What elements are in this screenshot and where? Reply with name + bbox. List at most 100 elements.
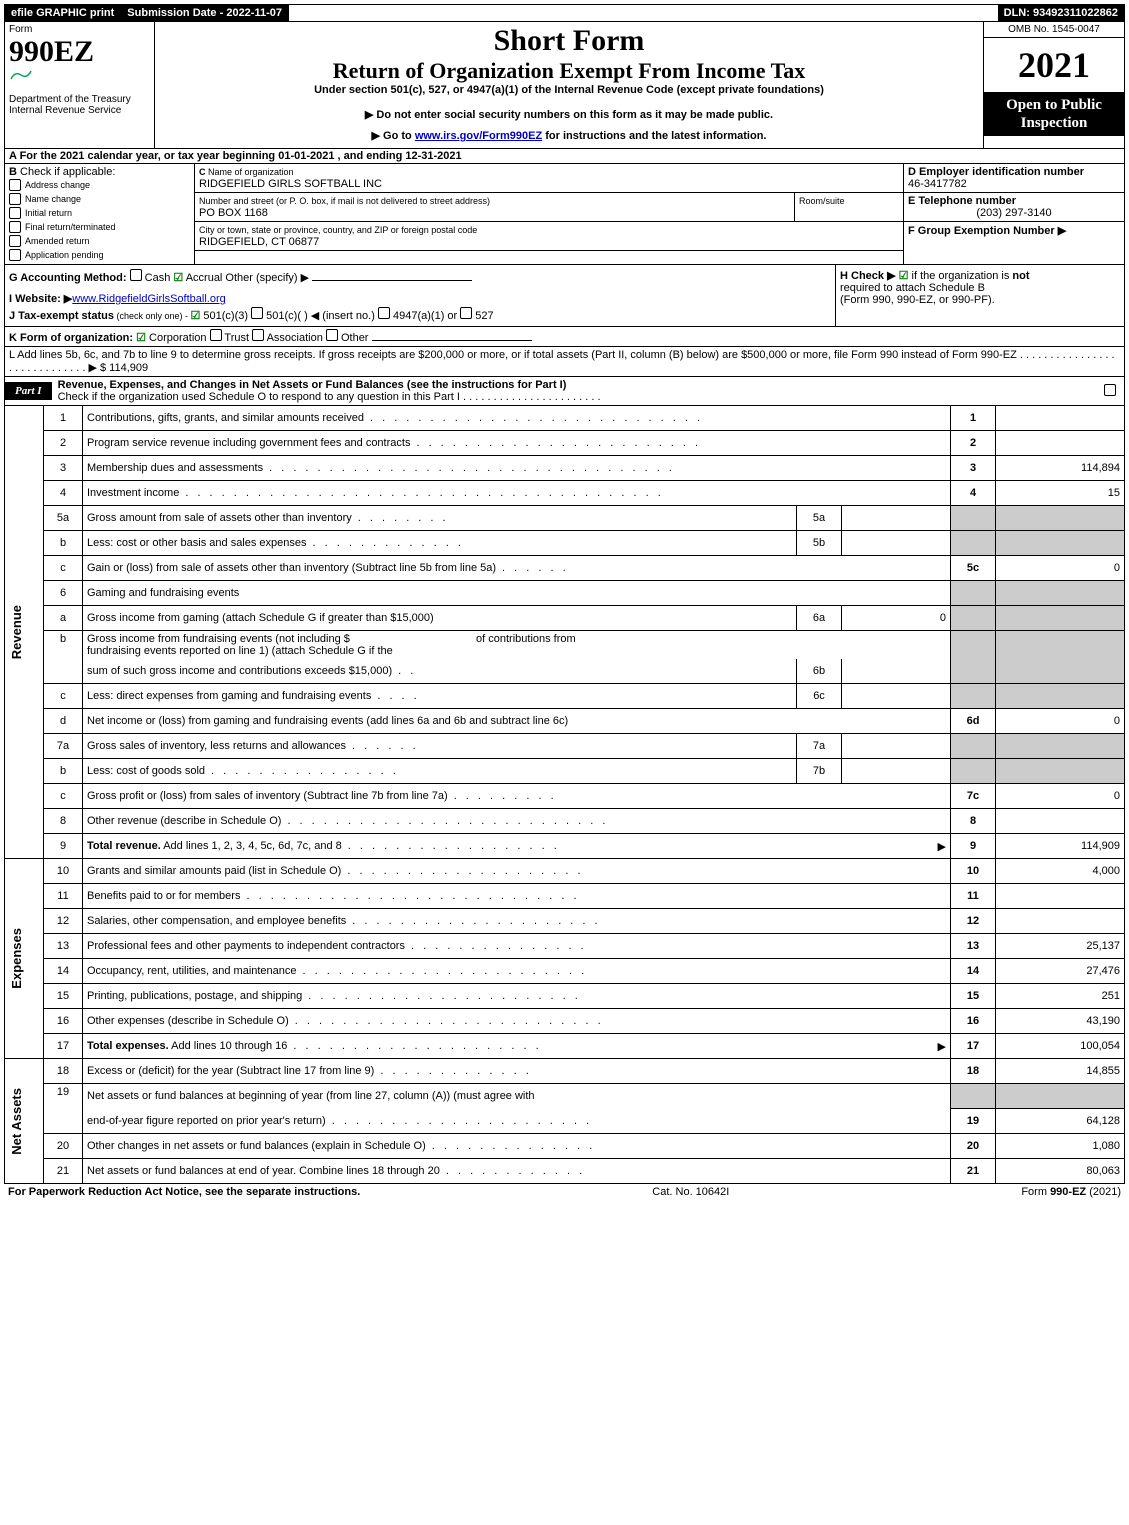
- omb-number: OMB No. 1545-0047: [984, 22, 1124, 38]
- warn2-pre: ▶ Go to: [372, 130, 415, 142]
- desc-text: Other revenue (describe in Schedule O): [87, 815, 281, 827]
- line-desc: Net assets or fund balances at beginning…: [83, 1084, 951, 1109]
- line-num: 2: [44, 431, 83, 456]
- part1-label: Part I: [5, 382, 52, 400]
- check-amended-return[interactable]: Amended return: [9, 234, 190, 248]
- line-desc: Gross income from gaming (attach Schedul…: [83, 606, 797, 631]
- line-key: 17: [951, 1034, 996, 1059]
- desc-text: Benefits paid to or for members: [87, 890, 240, 902]
- dots: . . . . . . . . . . . . . . . . . . . . …: [179, 487, 946, 499]
- line-num: 19: [44, 1084, 83, 1134]
- part1-checkbox[interactable]: [1104, 384, 1124, 399]
- gray-cell: [996, 606, 1125, 631]
- line-desc: end-of-year figure reported on prior yea…: [83, 1109, 951, 1134]
- line-key: 1: [951, 406, 996, 431]
- line-num: 18: [44, 1059, 83, 1084]
- line-num: c: [44, 684, 83, 709]
- check-name-change[interactable]: Name change: [9, 192, 190, 206]
- k-other-input[interactable]: [372, 340, 532, 341]
- warn-ssn: ▶ Do not enter social security numbers o…: [159, 108, 979, 121]
- dots: . . . . . . . . . . . . . . . . . . . . …: [287, 1040, 937, 1053]
- gray-cell: [996, 734, 1125, 759]
- table-row: b Less: cost or other basis and sales ex…: [5, 531, 1125, 556]
- check-final-return[interactable]: Final return/terminated: [9, 220, 190, 234]
- check-label: Address change: [25, 180, 90, 190]
- city-row: City or town, state or province, country…: [195, 222, 903, 250]
- check-application-pending[interactable]: Application pending: [9, 248, 190, 262]
- form-number: 990EZ: [9, 35, 150, 69]
- line-num: c: [44, 784, 83, 809]
- part1-title: Revenue, Expenses, and Changes in Net As…: [52, 377, 1104, 405]
- gray-cell: [951, 531, 996, 556]
- i-label: I Website: ▶: [9, 293, 72, 305]
- dots: . . . .: [371, 690, 792, 702]
- efile-label[interactable]: efile GRAPHIC print: [5, 5, 121, 21]
- line-sub: 6c: [797, 684, 842, 709]
- checkmark-icon: ☑: [173, 272, 183, 284]
- line-desc: Occupancy, rent, utilities, and maintena…: [83, 959, 951, 984]
- desc-text: Program service revenue including govern…: [87, 437, 410, 449]
- gray-cell: [951, 1084, 996, 1109]
- line-subv: [842, 759, 951, 784]
- line-desc: Gross sales of inventory, less returns a…: [83, 734, 797, 759]
- part1-title-text: Revenue, Expenses, and Changes in Net As…: [58, 379, 567, 391]
- footer-right-pre: Form: [1021, 1186, 1050, 1198]
- gray-cell: [996, 581, 1125, 606]
- dln-label: DLN:: [1004, 7, 1033, 19]
- rowA-mid: , and ending: [334, 150, 405, 162]
- desc-text: Gross income from fundraising events (no…: [87, 633, 350, 645]
- table-row: end-of-year figure reported on prior yea…: [5, 1109, 1125, 1134]
- street-value: PO BOX 1168: [199, 207, 268, 219]
- checkbox-icon[interactable]: [460, 307, 472, 319]
- desc-text: Professional fees and other payments to …: [87, 940, 405, 952]
- checkbox-icon[interactable]: [326, 329, 338, 341]
- line-num: 21: [44, 1159, 83, 1184]
- checkbox-icon[interactable]: [210, 329, 222, 341]
- check-label: Application pending: [25, 250, 104, 260]
- l-text: L Add lines 5b, 6c, and 7b to line 9 to …: [9, 349, 1115, 374]
- k-other: Other: [338, 332, 369, 344]
- desc-text: Gross profit or (loss) from sales of inv…: [87, 790, 448, 802]
- gray-cell: [951, 684, 996, 709]
- desc-text: Add lines 10 through 16: [169, 1040, 288, 1052]
- e-label: E Telephone number: [908, 195, 1016, 207]
- table-row: d Net income or (loss) from gaming and f…: [5, 709, 1125, 734]
- line-key: 4: [951, 481, 996, 506]
- table-row: 13 Professional fees and other payments …: [5, 934, 1125, 959]
- part1-sub-text: Check if the organization used Schedule …: [58, 391, 460, 403]
- dots: . . . . . . . . . . . .: [440, 1165, 946, 1177]
- tax-year: 2021: [984, 38, 1124, 92]
- desc-text: Printing, publications, postage, and shi…: [87, 990, 302, 1002]
- f-label: F Group Exemption Number ▶: [908, 225, 1066, 237]
- checkbox-icon[interactable]: [130, 269, 142, 281]
- line-sub: 5a: [797, 506, 842, 531]
- gray-cell: [951, 581, 996, 606]
- revenue-label-text: Revenue: [9, 605, 24, 659]
- checkbox-icon[interactable]: [252, 329, 264, 341]
- dept-label: Department of the Treasury Internal Reve…: [9, 94, 150, 116]
- checkbox-icon[interactable]: [251, 307, 263, 319]
- phone-value: (203) 297-3140: [908, 207, 1120, 219]
- line-desc: Less: cost or other basis and sales expe…: [83, 531, 797, 556]
- check-address-change[interactable]: Address change: [9, 178, 190, 192]
- expenses-side-label: Expenses: [5, 859, 44, 1059]
- checkbox-icon[interactable]: [378, 307, 390, 319]
- line-val: 114,894: [996, 456, 1125, 481]
- website-link[interactable]: www.RidgefieldGirlsSoftball.org: [72, 293, 225, 305]
- g-prefix: G Accounting Method:: [9, 272, 130, 284]
- section-b: B Check if applicable: Address change Na…: [5, 164, 195, 264]
- check-initial-return[interactable]: Initial return: [9, 206, 190, 220]
- dots: . . . . . . . . . . . . . . . . . . . . …: [281, 815, 946, 827]
- lines-table: Revenue 1 Contributions, gifts, grants, …: [4, 406, 1125, 1184]
- line-desc: Other revenue (describe in Schedule O). …: [83, 809, 951, 834]
- org-name-row: C Name of organization RIDGEFIELD GIRLS …: [195, 164, 903, 193]
- other-specify-input[interactable]: [312, 280, 472, 281]
- tax-exempt-row: J Tax-exempt status (check only one) - ☑…: [9, 307, 831, 322]
- table-row: 14 Occupancy, rent, utilities, and maint…: [5, 959, 1125, 984]
- line-val: 4,000: [996, 859, 1125, 884]
- j-527: 527: [472, 310, 493, 322]
- h-text: if the organization is: [908, 270, 1012, 282]
- irs-link[interactable]: www.irs.gov/Form990EZ: [415, 130, 542, 142]
- dots: . . . . . . . . . . . . . . . . . . . . …: [326, 1115, 946, 1127]
- line-key: 19: [951, 1109, 996, 1134]
